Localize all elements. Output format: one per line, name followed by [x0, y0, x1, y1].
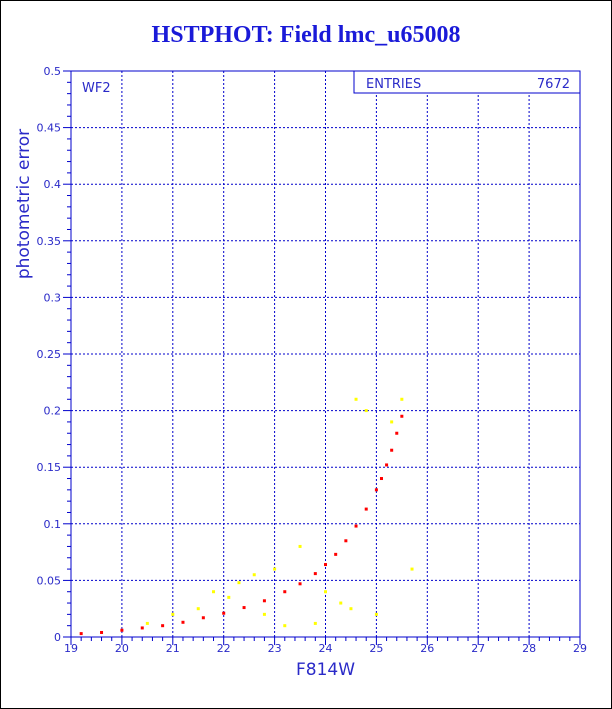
- data-point: [196, 607, 200, 611]
- x-tick-label: 21: [166, 642, 180, 655]
- data-point: [298, 582, 302, 586]
- y-tick-label: 0.45: [37, 122, 62, 135]
- data-points: [79, 397, 414, 636]
- y-tick-label: 0: [54, 631, 61, 644]
- stats-entries-value: 7672: [537, 77, 570, 92]
- y-tick-label: 0.15: [37, 461, 62, 474]
- data-point: [313, 572, 317, 576]
- data-point: [237, 581, 241, 585]
- data-point: [324, 590, 327, 594]
- data-point: [145, 621, 149, 625]
- data-point: [242, 606, 246, 610]
- y-tick-label: 0.35: [37, 235, 62, 248]
- data-point: [354, 397, 358, 401]
- data-point: [79, 632, 83, 636]
- y-tick-label: 0.05: [37, 574, 62, 587]
- data-point: [273, 567, 277, 571]
- data-point: [324, 563, 327, 567]
- tick-labels: 19 20 21 22 23 24 25 26 27 28 29 0 0.05 0.1 0.15 0.2 0.2…: [37, 65, 588, 655]
- x-tick-label: 27: [471, 642, 485, 655]
- y-axis-label: photometric error: [14, 129, 34, 279]
- data-point: [227, 595, 231, 599]
- y-tick-label: 0.4: [44, 178, 62, 191]
- data-point: [390, 448, 394, 452]
- data-point: [344, 539, 348, 543]
- panel-label: WF2: [82, 81, 111, 96]
- data-point: [161, 624, 165, 628]
- data-point: [100, 630, 104, 634]
- data-point: [374, 488, 378, 492]
- axis-ticks: [63, 70, 581, 645]
- x-tick-label: 24: [319, 642, 333, 655]
- data-point: [181, 620, 185, 624]
- y-tick-label: 0.5: [44, 65, 62, 78]
- chart-title: HSTPHOT: Field lmc_u65008: [151, 22, 461, 48]
- data-point: [283, 590, 287, 594]
- x-tick-label: 28: [522, 642, 536, 655]
- data-point: [140, 626, 144, 630]
- grid-lines: [71, 71, 580, 637]
- data-point: [334, 552, 338, 556]
- x-tick-label: 26: [420, 642, 434, 655]
- x-tick-label: 29: [573, 642, 587, 655]
- data-point: [400, 397, 404, 401]
- data-point: [212, 590, 216, 594]
- y-tick-label: 0.1: [44, 518, 62, 531]
- x-tick-label: 23: [268, 642, 282, 655]
- data-point: [252, 573, 256, 577]
- x-tick-label: 19: [64, 642, 78, 655]
- data-point: [171, 612, 175, 616]
- x-axis-label: F814W: [296, 660, 355, 680]
- data-point: [298, 544, 302, 548]
- data-point: [390, 420, 394, 424]
- x-tick-label: 20: [115, 642, 129, 655]
- data-point: [364, 409, 368, 413]
- data-point: [262, 612, 266, 616]
- x-tick-label: 25: [369, 642, 383, 655]
- data-point: [379, 477, 383, 481]
- data-point: [349, 607, 353, 611]
- data-point: [400, 414, 404, 418]
- data-point: [222, 611, 226, 615]
- data-point: [283, 624, 287, 628]
- y-tick-label: 0.3: [44, 291, 62, 304]
- data-point: [201, 616, 205, 620]
- data-point: [395, 431, 399, 435]
- data-point: [374, 612, 378, 616]
- y-tick-label: 0.2: [44, 405, 62, 418]
- stats-entries-label: ENTRIES: [366, 77, 421, 92]
- data-point: [313, 621, 317, 625]
- data-point: [354, 524, 358, 528]
- data-point: [385, 463, 389, 467]
- data-point: [339, 601, 343, 605]
- data-point: [410, 567, 414, 571]
- data-point: [262, 599, 266, 603]
- data-point: [120, 628, 124, 632]
- x-tick-label: 22: [217, 642, 231, 655]
- data-point: [364, 507, 368, 511]
- stats-box: [353, 70, 581, 94]
- y-tick-label: 0.25: [37, 348, 62, 361]
